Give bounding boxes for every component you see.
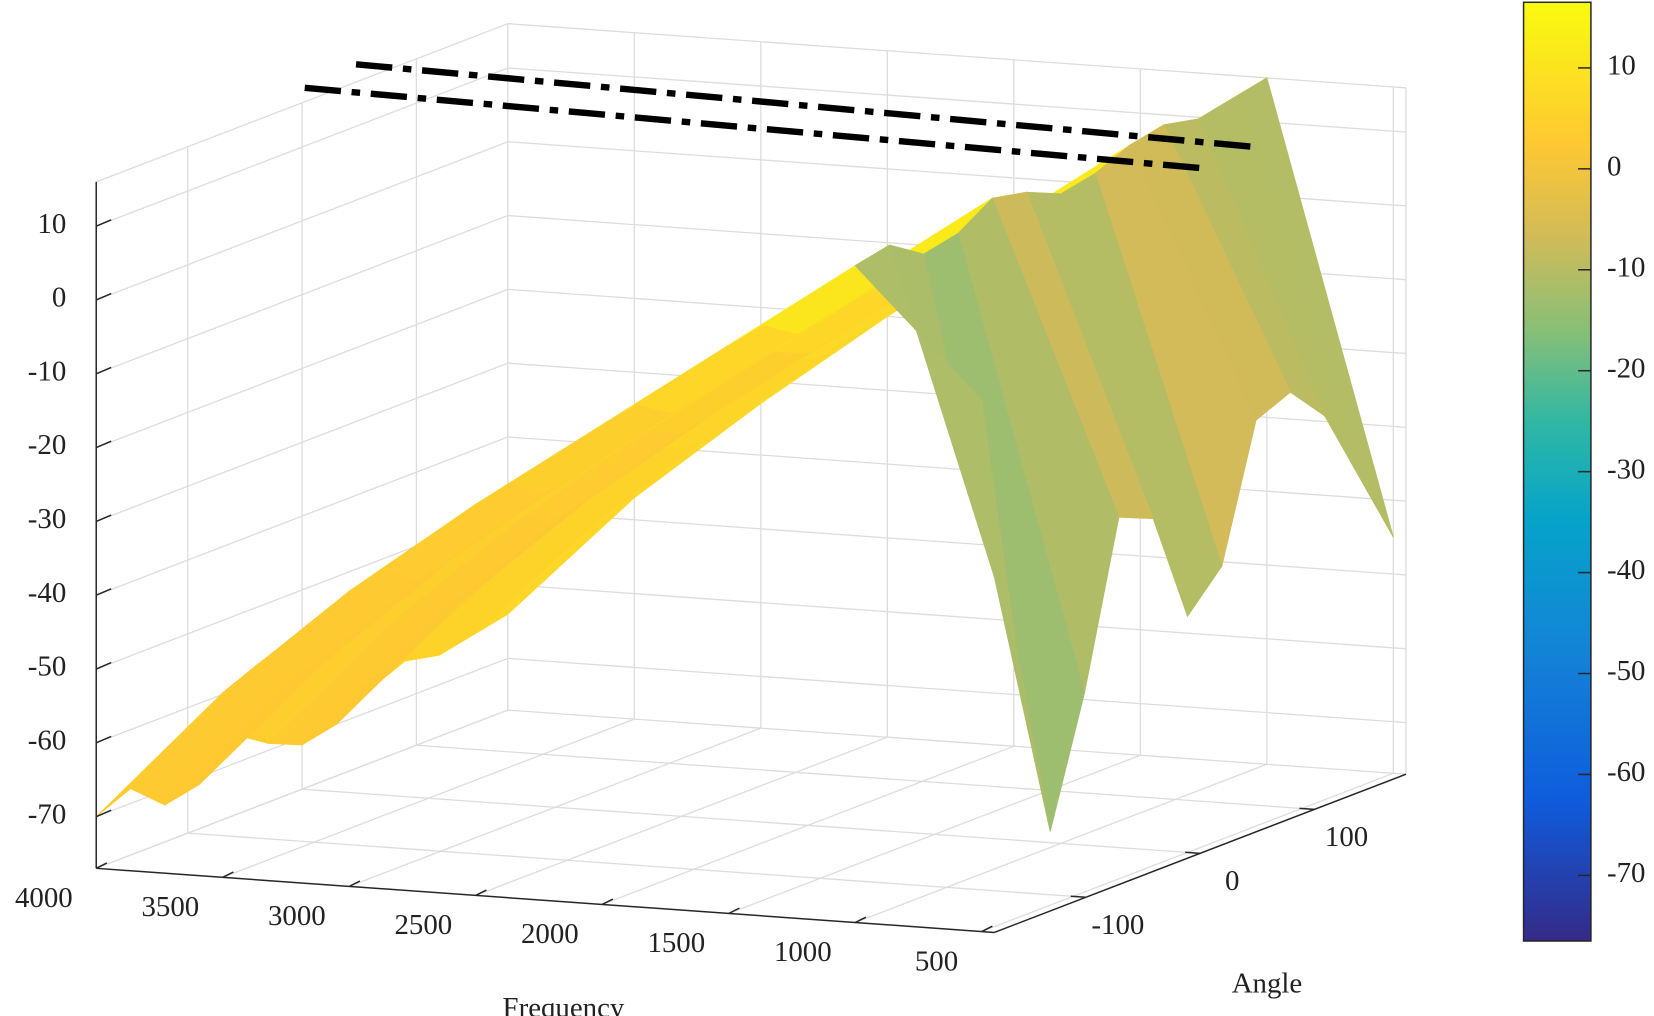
dash-dot-line: [355, 61, 1252, 150]
x-tick-label: 2000: [521, 918, 579, 950]
x-axis-label: Frequency: [503, 992, 625, 1016]
box-edge: [95, 23, 509, 183]
box-edge: [507, 709, 1406, 775]
colorbar-tick-label: -10: [1607, 251, 1645, 283]
y-tick: [1185, 851, 1201, 855]
z-tick: [95, 661, 112, 670]
surface-cell: [854, 244, 1017, 646]
x-tick: [981, 925, 993, 933]
x-tick-label: 1500: [647, 927, 705, 959]
z-tick-label: -30: [28, 503, 66, 535]
y-tick-label: 100: [1325, 821, 1368, 853]
y-tick: [1070, 895, 1086, 899]
x-tick-label: 500: [915, 945, 958, 977]
x-tick-label: 3000: [268, 900, 326, 932]
box-edge: [507, 23, 1406, 89]
z-tick: [95, 809, 112, 818]
x-tick: [95, 862, 108, 869]
y-axis-label: Angle: [1232, 968, 1303, 1000]
x-tick-label: 1000: [774, 936, 832, 968]
y-tick: [1299, 807, 1315, 811]
colorbar-ticks: -70 -60 -50 -40 -30 -20 -10 0 10: [1578, 50, 1645, 889]
grid-line: [416, 744, 1315, 811]
z-tick: [95, 292, 112, 301]
colorbar-tick-label: -60: [1607, 756, 1645, 788]
z-tick: [95, 366, 112, 375]
z-tick: [95, 514, 112, 523]
x-tick-label: 4000: [15, 882, 73, 914]
z-tick-label: -20: [28, 429, 66, 461]
axes: -70-60-50-40-30-20-100105001000150020002…: [15, 181, 1407, 977]
colorbar-tick-label: -70: [1607, 857, 1645, 889]
grid-line: [507, 657, 1406, 724]
z-tick-label: 0: [52, 282, 66, 314]
z-tick-label: -40: [28, 577, 66, 609]
z-tick-label: 10: [37, 208, 66, 240]
x-tick: [728, 907, 740, 915]
y-tick-label: 0: [1225, 865, 1239, 897]
x-tick: [601, 898, 614, 906]
x-tick: [475, 889, 487, 897]
colorbar-tick-label: -30: [1607, 453, 1645, 485]
grid-line: [507, 583, 1406, 650]
surface: [95, 77, 1394, 832]
z-tick-label: -10: [28, 355, 66, 387]
x-axis: [96, 867, 995, 934]
colorbar-tick-label: -20: [1607, 352, 1645, 384]
z-tick-label: -50: [28, 651, 66, 683]
colorbar-tick-label: -50: [1607, 655, 1645, 687]
colorbar-tick-label: 10: [1607, 50, 1636, 82]
y-tick-label: -100: [1091, 909, 1144, 941]
z-tick: [95, 588, 112, 596]
grid-line: [187, 832, 1086, 898]
x-tick: [854, 916, 867, 924]
grid-line: [507, 510, 1406, 576]
x-tick-label: 2500: [394, 909, 452, 941]
z-tick: [95, 219, 112, 227]
z-tick-label: -70: [28, 798, 66, 830]
colorbar-tick-label: -40: [1607, 554, 1645, 586]
z-tick-label: -60: [28, 724, 66, 756]
colorbar-tick-label: 0: [1607, 150, 1621, 182]
dash-dot-line: [304, 84, 1200, 172]
x-tick: [348, 880, 361, 888]
box-edge: [95, 709, 509, 869]
grid-line: [301, 788, 1201, 854]
x-tick: [222, 871, 234, 879]
z-tick: [95, 440, 112, 449]
x-tick-label: 3500: [141, 891, 199, 923]
z-tick: [95, 735, 112, 744]
